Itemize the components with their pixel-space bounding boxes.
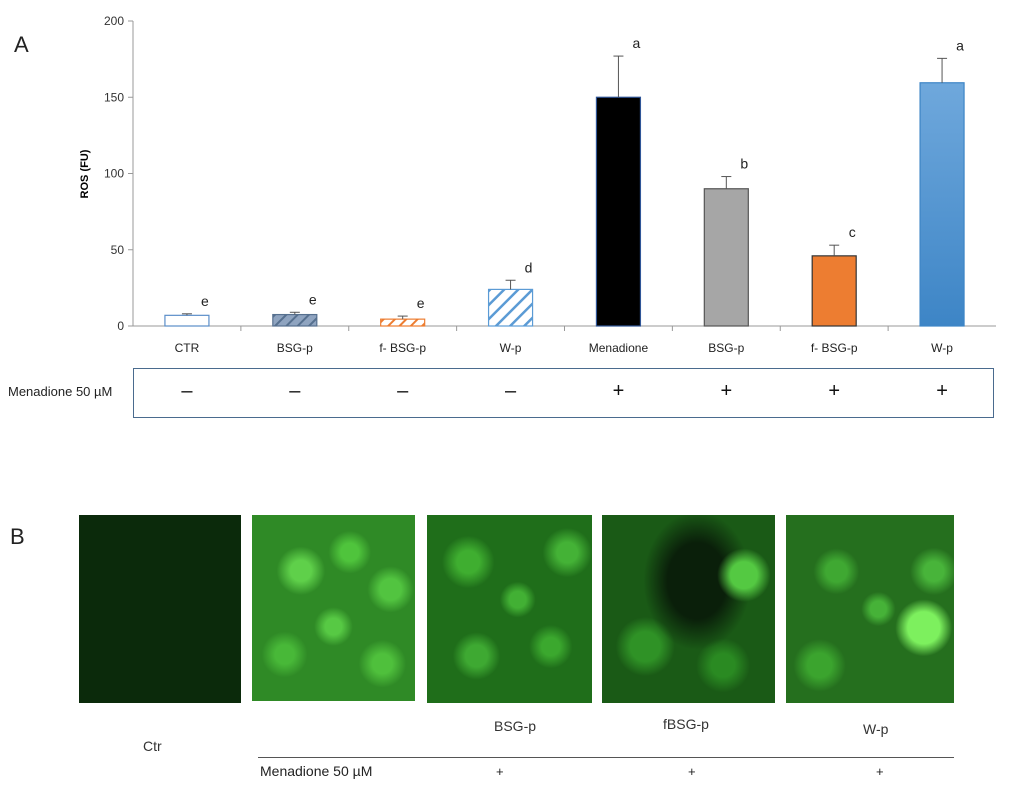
significance-letter: a [633, 35, 641, 51]
significance-letter: e [309, 291, 317, 307]
significance-letter: c [849, 224, 856, 240]
y-tick-label: 200 [104, 14, 124, 28]
menadione-sign: + [936, 380, 948, 402]
category-label: W-p [931, 341, 953, 355]
menadione-sign: + [612, 380, 625, 402]
significance-letter: e [201, 293, 209, 309]
bar [272, 313, 318, 327]
menadione-sign: – [289, 380, 301, 402]
micrograph-ctr [79, 515, 241, 703]
micrograph-menadione [252, 515, 415, 701]
menadione-sign: + [720, 380, 733, 402]
caption-bsg-p: BSG-p [494, 718, 537, 734]
category-label: f- BSG-p [811, 341, 858, 355]
panel-b-plus-w-p: + [876, 764, 884, 779]
y-tick-label: 0 [117, 319, 124, 333]
category-label: f- BSG-p [379, 341, 426, 355]
y-tick-label: 50 [111, 243, 125, 257]
micrograph-fbsg-p [602, 515, 775, 703]
category-label: BSG-p [277, 341, 313, 355]
bar [811, 255, 857, 327]
significance-letter: d [525, 259, 533, 275]
bar [164, 314, 210, 327]
y-tick-label: 150 [104, 90, 124, 104]
y-axis-label: ROS (FU) [79, 149, 91, 198]
menadione-row-label: Menadione 50 µM [8, 384, 113, 399]
micrograph-bsg-p [427, 515, 592, 703]
category-label: CTR [175, 341, 200, 355]
menadione-sign: – [181, 380, 193, 402]
panel-b-label: B [10, 524, 25, 549]
caption-w-p: W-p [863, 721, 889, 737]
bar [595, 96, 642, 327]
y-tick-label: 100 [104, 167, 124, 181]
panel-b-plus-fbsg-p: + [688, 764, 696, 779]
menadione-sign: + [828, 380, 841, 402]
ros-bar-chart: 0 50 100 150 200 e CTR e BSG-p e f- BSG-p d W-p a Men… [79, 14, 996, 355]
caption-fbsg-p: fBSG-p [663, 716, 709, 732]
category-label: BSG-p [708, 341, 744, 355]
panel-b-menadione-label: Menadione 50 µM [260, 763, 373, 779]
micrograph-w-p [786, 515, 954, 703]
category-label: Menadione [589, 341, 649, 355]
bar [380, 318, 426, 327]
significance-letter: e [417, 295, 425, 311]
menadione-sign: – [397, 380, 409, 402]
caption-ctr: Ctr [143, 738, 162, 754]
panel-a-label: A [14, 32, 29, 57]
bar [919, 82, 965, 327]
bar [487, 288, 534, 327]
category-label: W-p [500, 341, 522, 355]
bar [703, 188, 749, 327]
significance-letter: a [956, 37, 964, 53]
panel-b-plus-bsg-p: + [496, 764, 504, 779]
significance-letter: b [740, 156, 748, 172]
menadione-treatment-box [133, 368, 994, 418]
panel-b-divider [258, 757, 954, 758]
menadione-sign: – [505, 380, 517, 402]
